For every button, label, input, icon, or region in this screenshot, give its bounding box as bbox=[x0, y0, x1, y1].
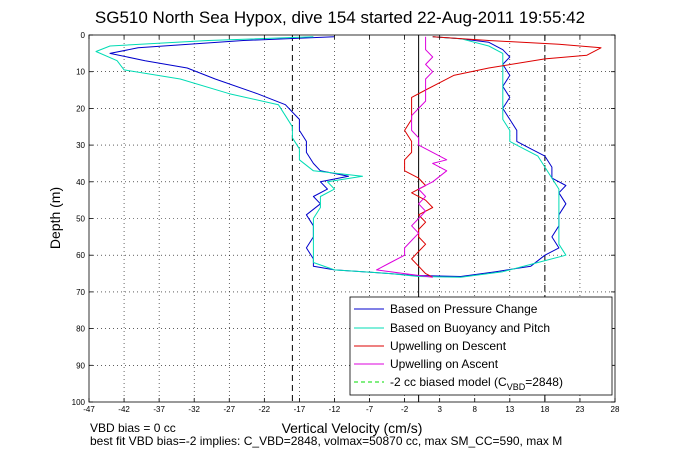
x-tick-label: -2 bbox=[401, 405, 409, 414]
x-tick-label: 8 bbox=[473, 405, 478, 414]
series-upwelling-on-ascent-line bbox=[376, 36, 448, 278]
y-axis-label: Depth (m) bbox=[47, 187, 63, 249]
y-tick-label: 70 bbox=[76, 288, 85, 297]
x-tick-label: -47 bbox=[83, 405, 95, 414]
x-tick-label: -37 bbox=[153, 405, 165, 414]
x-tick-label: -7 bbox=[366, 405, 374, 414]
legend-entry-biased-model: -2 cc biased model (CVBD=2848) bbox=[390, 375, 563, 392]
footer-line-2: best fit VBD bias=-2 implies: C_VBD=2848… bbox=[90, 434, 562, 448]
y-tick-label: 60 bbox=[76, 251, 85, 260]
x-tick-label: 23 bbox=[575, 405, 584, 414]
y-tick-label: 90 bbox=[76, 361, 85, 370]
x-tick-label: -32 bbox=[188, 405, 200, 414]
legend-biased-main: -2 cc biased model (C bbox=[390, 375, 507, 389]
legend-box bbox=[349, 296, 613, 396]
x-axis-label: Vertical Velocity (cm/s) bbox=[282, 420, 423, 436]
legend-entry-ascent: Upwelling on Ascent bbox=[390, 357, 499, 371]
y-tick-label: 50 bbox=[76, 215, 85, 224]
x-tick-label: -42 bbox=[118, 405, 130, 414]
legend-biased-sub: VBD bbox=[507, 382, 526, 392]
x-tick-label: -17 bbox=[294, 405, 306, 414]
legend-biased-tail: =2848) bbox=[525, 375, 563, 389]
y-tick-label: 40 bbox=[76, 178, 85, 187]
y-tick-label: 10 bbox=[76, 68, 85, 77]
y-tick-label: 0 bbox=[81, 31, 86, 40]
x-tick-label: 3 bbox=[437, 405, 442, 414]
x-tick-label: 13 bbox=[505, 405, 514, 414]
series-layer bbox=[95, 36, 602, 278]
x-tick-label: -22 bbox=[259, 405, 271, 414]
y-tick-label: 100 bbox=[72, 398, 86, 407]
chart-title: SG510 North Sea Hypox, dive 154 started … bbox=[95, 8, 585, 27]
y-tick-label: 20 bbox=[76, 104, 85, 113]
legend-entry-pressure: Based on Pressure Change bbox=[390, 302, 538, 316]
x-tick-label: -12 bbox=[329, 405, 341, 414]
series-based-on-buoyancy-and-pitch-line bbox=[95, 36, 567, 278]
legend-entry-buoyancy: Based on Buoyancy and Pitch bbox=[390, 321, 550, 335]
x-tick-label: -27 bbox=[223, 405, 235, 414]
x-tick-label: 28 bbox=[611, 405, 620, 414]
legend-entry-descent: Upwelling on Descent bbox=[390, 339, 507, 353]
y-tick-label: 30 bbox=[76, 141, 85, 150]
legend: Based on Pressure Change Based on Buoyan… bbox=[349, 296, 613, 396]
x-tick-label: 18 bbox=[540, 405, 549, 414]
footer-line-1: VBD bias = 0 cc bbox=[90, 421, 176, 435]
tick-layer: -47 -42 -37 -32 -27 -22 -17 -12 -7 -2 3 8 13 18 23 28 0 1… bbox=[72, 31, 620, 414]
series-upwelling-on-descent-line bbox=[404, 36, 602, 278]
y-tick-label: 80 bbox=[76, 325, 85, 334]
